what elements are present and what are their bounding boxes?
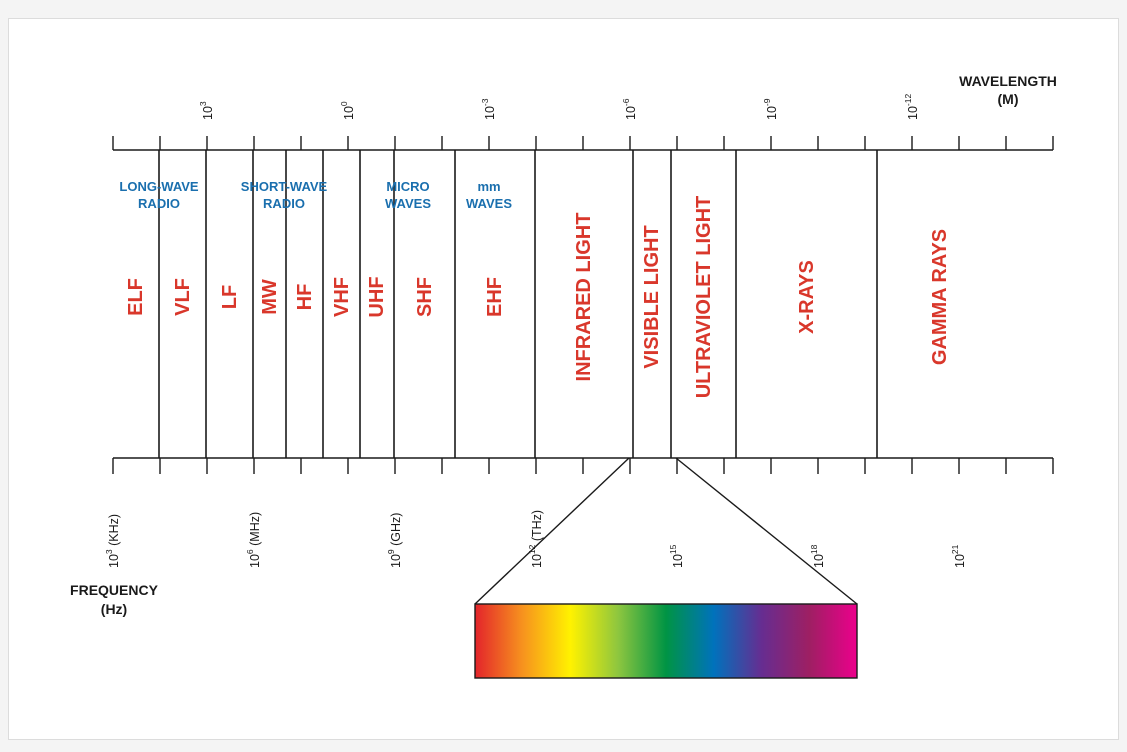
band-label: VHF — [331, 277, 353, 317]
band-label: EHF — [484, 277, 506, 317]
band-label: SHF — [414, 277, 436, 317]
frequency-tick-label: 109 (GHz) — [386, 513, 403, 568]
group-label: WAVES — [385, 196, 431, 211]
wavelength-tick-label: 103 — [198, 101, 215, 120]
visible-spectrum-bar — [474, 603, 858, 679]
band-label: VLF — [172, 278, 194, 316]
group-label: MICRO — [386, 179, 429, 194]
group-label: LONG-WAVE — [119, 179, 199, 194]
diagram-labels: ELF VLF LF MW HF VHF UHF SHF EHF INFRARED LIGHT VI… — [70, 73, 1057, 617]
frequency-tick-label: 1012 (THz) — [527, 510, 544, 568]
band-label: LF — [219, 285, 241, 309]
band-label: HF — [294, 284, 316, 311]
group-label: RADIO — [138, 196, 180, 211]
frequency-axis-title: FREQUENCY — [70, 582, 159, 598]
wavelength-axis-unit: (M) — [998, 91, 1019, 107]
band-label: MW — [259, 279, 281, 315]
frequency-tick-label: 1015 — [668, 544, 685, 568]
wavelength-tick-label: 10-3 — [480, 98, 497, 120]
frequency-tick-label: 106 (MHz) — [245, 512, 262, 568]
group-label: WAVES — [466, 196, 512, 211]
band-label: X-RAYS — [796, 260, 818, 334]
frequency-tick-label: 1021 — [950, 544, 967, 568]
frequency-tick-label: 103 (KHz) — [104, 514, 121, 568]
band-label: INFRARED LIGHT — [573, 213, 595, 382]
band-label: GAMMA RAYS — [929, 229, 951, 365]
band-label: ELF — [125, 278, 147, 316]
zoom-line-left — [474, 457, 630, 605]
group-label: RADIO — [263, 196, 305, 211]
diagram-lines — [112, 136, 1054, 679]
band-label: UHF — [366, 276, 388, 317]
group-label: mm — [477, 179, 500, 194]
band-label: VISIBLE LIGHT — [641, 225, 663, 368]
frequency-tick-label: 1018 — [809, 544, 826, 568]
wavelength-tick-label: 10-9 — [762, 98, 779, 120]
frequency-axis-unit: (Hz) — [101, 601, 127, 617]
band-label: ULTRAVIOLET LIGHT — [693, 196, 715, 399]
zoom-line-right — [675, 457, 858, 605]
wavelength-axis-title: WAVELENGTH — [959, 73, 1057, 89]
wavelength-tick-label: 10-6 — [621, 98, 638, 120]
group-label: SHORT-WAVE — [241, 179, 328, 194]
wavelength-tick-label: 10-12 — [903, 94, 920, 120]
wavelength-tick-label: 100 — [339, 101, 356, 120]
